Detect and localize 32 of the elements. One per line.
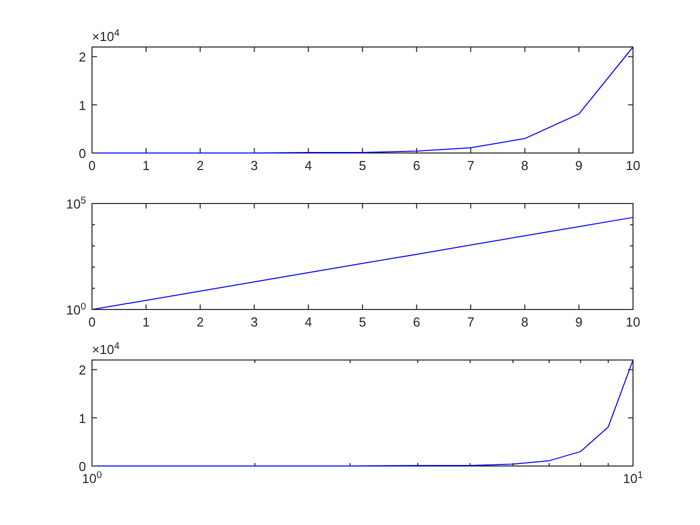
x-tick-label: 1 [142,158,150,173]
y-tick-label: 1 [78,98,86,113]
x-tick-label: 6 [412,158,420,173]
x-tick-label: 3 [250,158,258,173]
x-tick-label: 9 [575,158,583,173]
x-tick-label: 5 [358,314,366,330]
y-tick-label: 2 [78,50,86,65]
y-tick-label: 0 [78,146,86,161]
y-tick-label: 2 [78,362,86,378]
y-tick-label: 1 [78,410,86,426]
x-tick-label: 7 [467,314,474,330]
x-tick-label: 5 [358,158,366,173]
y-tick-label: 0 [78,459,86,474]
x-tick-label: 10 [626,158,640,173]
x-tick-label: 4 [304,158,312,173]
y-tick-label: 10$^{0}$ [66,301,87,318]
x-tick-label: 7 [467,158,474,173]
y-tick-label: 10$^{5}$ [66,195,87,212]
x-tick-label: 2 [196,158,204,173]
x-tick-label: 8 [521,314,528,330]
x-tick-label: 10 [626,314,640,330]
x-tick-label: 4 [304,314,312,330]
x-tick-label: 1 [142,314,150,330]
x-tick-label: 8 [521,158,528,173]
text: ×10$^{4}$ [92,28,120,44]
x-tick-label: 9 [575,314,583,330]
line-series [92,216,634,310]
x-tick-label: 10$^{1}$ [623,470,643,486]
x-tick-label: 3 [250,314,258,330]
x-tick-label: 2 [196,314,204,330]
text: ×10$^{4}$ [92,340,120,357]
x-tick-label: 6 [412,314,420,330]
